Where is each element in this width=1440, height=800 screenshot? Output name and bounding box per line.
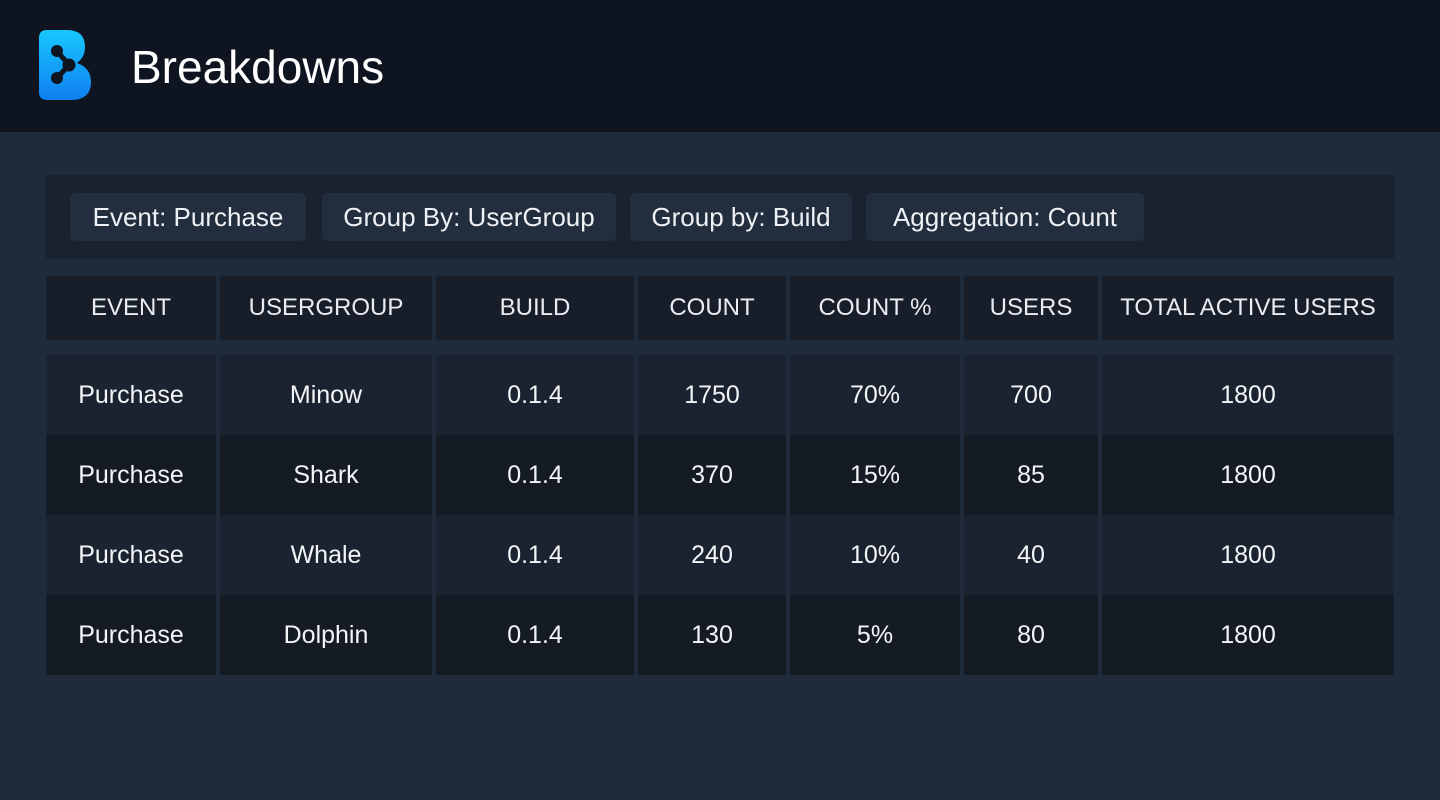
filter-chip-group-by-usergroup[interactable]: Group By: UserGroup — [322, 193, 616, 241]
breakdowns-logo-icon — [39, 30, 91, 100]
table-cell-event: Purchase — [46, 595, 216, 675]
table-cell-count-percent: 5% — [790, 595, 960, 675]
column-header-event[interactable]: EVENT — [46, 276, 216, 340]
filter-chip-group-by-build[interactable]: Group by: Build — [630, 193, 852, 241]
table-cell-users: 85 — [964, 435, 1098, 515]
table-cell-total-active-users: 1800 — [1102, 515, 1394, 595]
table-cell-build: 0.1.4 — [436, 355, 634, 435]
table-cell-build: 0.1.4 — [436, 435, 634, 515]
table-cell-event: Purchase — [46, 515, 216, 595]
column-header-users[interactable]: USERS — [964, 276, 1098, 340]
table-cell-usergroup: Shark — [220, 435, 432, 515]
app-header: Breakdowns — [0, 0, 1440, 132]
table-cell-users: 80 — [964, 595, 1098, 675]
filter-chip-event[interactable]: Event: Purchase — [70, 193, 306, 241]
column-header-build[interactable]: BUILD — [436, 276, 634, 340]
column-header-total-active-users[interactable]: TOTAL ACTIVE USERS — [1102, 276, 1394, 340]
filter-chip-aggregation[interactable]: Aggregation: Count — [866, 193, 1144, 241]
table-cell-count-percent: 70% — [790, 355, 960, 435]
table-cell-count-percent: 15% — [790, 435, 960, 515]
table-cell-count: 240 — [638, 515, 786, 595]
filter-bar: Event: Purchase Group By: UserGroup Grou… — [46, 175, 1394, 259]
table-cell-event: Purchase — [46, 355, 216, 435]
page-title: Breakdowns — [131, 41, 385, 93]
table-cell-total-active-users: 1800 — [1102, 595, 1394, 675]
column-header-count-percent[interactable]: COUNT % — [790, 276, 960, 340]
table-cell-count: 130 — [638, 595, 786, 675]
column-header-count[interactable]: COUNT — [638, 276, 786, 340]
table-cell-usergroup: Dolphin — [220, 595, 432, 675]
table-cell-users: 40 — [964, 515, 1098, 595]
table-cell-count: 370 — [638, 435, 786, 515]
table-cell-total-active-users: 1800 — [1102, 355, 1394, 435]
table-cell-users: 700 — [964, 355, 1098, 435]
table-cell-build: 0.1.4 — [436, 595, 634, 675]
table-cell-count: 1750 — [638, 355, 786, 435]
table-cell-total-active-users: 1800 — [1102, 435, 1394, 515]
table-cell-usergroup: Whale — [220, 515, 432, 595]
table-cell-build: 0.1.4 — [436, 515, 634, 595]
table-cell-usergroup: Minow — [220, 355, 432, 435]
table-cell-event: Purchase — [46, 435, 216, 515]
column-header-usergroup[interactable]: USERGROUP — [220, 276, 432, 340]
table-cell-count-percent: 10% — [790, 515, 960, 595]
